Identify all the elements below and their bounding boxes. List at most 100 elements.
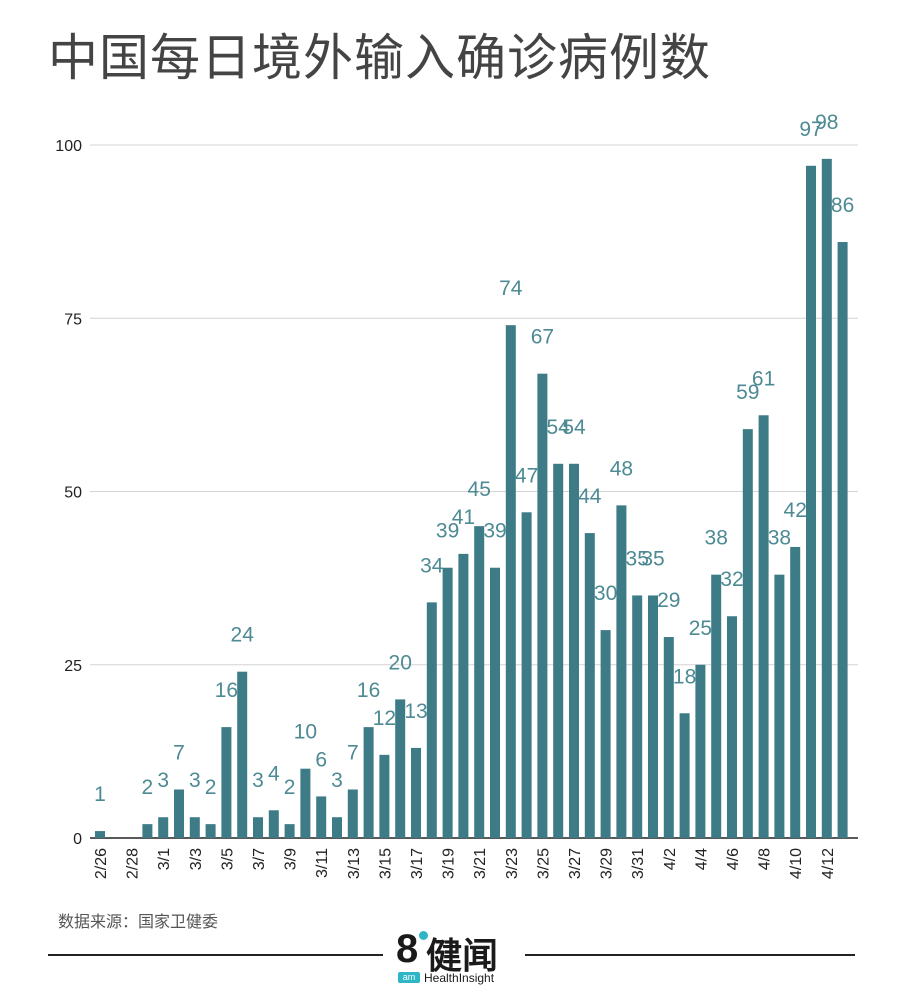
data-label: 34 xyxy=(420,554,444,577)
bar xyxy=(395,699,406,838)
data-label: 32 xyxy=(720,568,743,591)
data-label: 6 xyxy=(315,748,327,771)
bar xyxy=(268,810,279,838)
bar xyxy=(379,754,390,838)
bar xyxy=(505,325,516,838)
x-tick-label: 3/11 xyxy=(314,848,331,878)
x-tick-label: 3/27 xyxy=(567,848,584,879)
data-label: 7 xyxy=(347,741,359,764)
bar xyxy=(174,789,184,838)
data-label: 16 xyxy=(357,679,380,702)
bar xyxy=(616,505,627,838)
bars xyxy=(95,158,848,839)
data-label: 3 xyxy=(331,769,343,792)
bar xyxy=(521,512,532,838)
data-label: 45 xyxy=(468,478,491,501)
data-label: 10 xyxy=(294,721,317,744)
data-label: 3 xyxy=(189,769,201,792)
x-tick-label: 4/12 xyxy=(820,848,837,879)
data-label: 38 xyxy=(705,527,728,550)
data-label: 86 xyxy=(831,194,854,217)
bar xyxy=(189,817,200,838)
y-axis-ticks: 0 25 50 75 100 xyxy=(55,138,82,848)
x-tick-label: 3/23 xyxy=(504,848,521,879)
bar xyxy=(442,567,453,838)
x-tick-label: 3/21 xyxy=(472,848,489,879)
bar xyxy=(158,817,169,838)
bar xyxy=(253,817,263,838)
bar xyxy=(569,463,579,838)
data-label: 98 xyxy=(815,111,838,134)
data-label: 97 xyxy=(799,118,822,141)
data-label: 67 xyxy=(531,326,554,349)
data-label: 48 xyxy=(610,457,633,480)
x-tick-label: 3/3 xyxy=(188,848,205,870)
bar xyxy=(474,526,485,838)
bar xyxy=(727,616,737,838)
bar xyxy=(584,533,595,838)
x-axis-ticks: 2/26 2/28 3/1 3/3 3/5 3/7 3/9 3/11 3/13 3/15 3/17 3… xyxy=(93,848,837,879)
bar xyxy=(284,824,295,838)
y-tick-label: 0 xyxy=(73,831,82,848)
bar xyxy=(837,242,848,838)
x-tick-label: 2/28 xyxy=(125,848,142,879)
bar xyxy=(95,831,105,838)
y-tick-label: 75 xyxy=(64,311,82,328)
data-label: 74 xyxy=(499,277,523,300)
footer-rule-right xyxy=(525,954,855,956)
data-label: 39 xyxy=(483,520,506,543)
data-label: 38 xyxy=(768,527,791,550)
x-tick-label: 3/19 xyxy=(441,848,458,879)
bar xyxy=(679,713,690,838)
bar xyxy=(600,630,611,838)
bar xyxy=(711,574,722,838)
x-tick-label: 3/31 xyxy=(630,848,647,879)
bar xyxy=(332,817,342,838)
bar xyxy=(742,429,753,838)
data-label: 41 xyxy=(452,506,475,529)
data-label: 35 xyxy=(641,547,664,570)
data-label: 18 xyxy=(673,665,696,688)
bar xyxy=(663,637,674,838)
data-label: 2 xyxy=(205,776,217,799)
bar xyxy=(632,595,643,838)
bar xyxy=(458,553,469,838)
bar xyxy=(205,824,216,838)
bar xyxy=(411,747,421,838)
bar xyxy=(648,595,658,838)
data-label: 16 xyxy=(215,679,238,702)
bar xyxy=(806,165,816,839)
bar xyxy=(426,602,437,838)
bar xyxy=(363,727,374,838)
bar xyxy=(316,796,327,838)
x-tick-label: 3/17 xyxy=(409,848,426,879)
data-label: 44 xyxy=(578,485,602,508)
bar xyxy=(537,373,548,838)
chart-title: 中国每日境外输入确诊病例数 xyxy=(48,29,711,87)
y-tick-label: 100 xyxy=(55,138,82,155)
data-label: 54 xyxy=(547,416,571,439)
data-label: 24 xyxy=(231,624,255,647)
y-tick-label: 50 xyxy=(64,485,82,502)
x-tick-label: 3/13 xyxy=(346,848,363,879)
bar xyxy=(490,567,500,838)
data-label: 20 xyxy=(389,651,412,674)
logo-number: 8 xyxy=(396,927,419,971)
x-tick-label: 3/29 xyxy=(599,848,616,879)
x-tick-label: 4/8 xyxy=(757,848,774,870)
bar xyxy=(774,574,785,838)
bar xyxy=(553,463,564,838)
logo-subtitle: HealthInsight xyxy=(424,971,495,985)
logo-name: 健闻 xyxy=(426,936,499,977)
y-tick-label: 25 xyxy=(64,658,82,675)
x-tick-label: 2/26 xyxy=(93,848,110,879)
x-tick-label: 3/1 xyxy=(156,848,173,870)
data-label: 1 xyxy=(94,783,106,806)
bar xyxy=(142,824,153,838)
data-label: 2 xyxy=(142,776,154,799)
data-label: 29 xyxy=(657,589,680,612)
data-label: 61 xyxy=(752,367,775,390)
bar xyxy=(300,768,311,838)
